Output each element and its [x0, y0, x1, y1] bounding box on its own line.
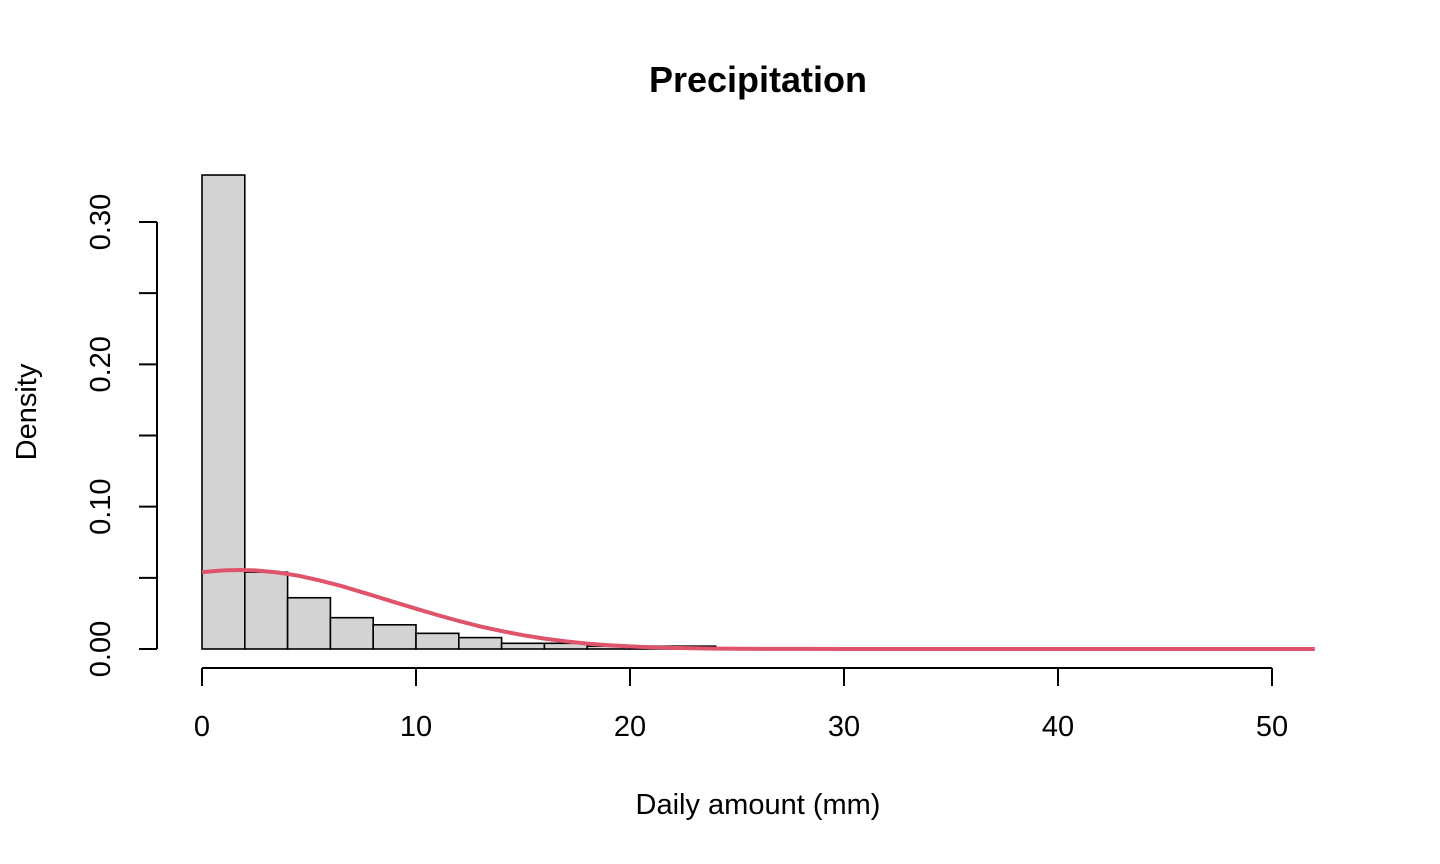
- histogram-bars: [201, 174, 717, 650]
- x-axis: 0 10 20 30 40 50: [194, 667, 1288, 743]
- x-tick-label: 50: [1256, 711, 1288, 743]
- density-curve: [201, 567, 1315, 651]
- x-tick-label: 20: [614, 711, 646, 743]
- histogram-bar: [201, 174, 246, 650]
- x-tick-label: 30: [828, 711, 860, 743]
- histogram-bar: [329, 616, 374, 650]
- x-tick-label: 10: [400, 711, 432, 743]
- histogram-bar: [244, 571, 289, 650]
- x-tick-label: 0: [194, 711, 210, 743]
- y-axis: 0.00 0.10 0.20 0.30: [85, 194, 158, 677]
- y-tick-label: 0.30: [85, 194, 117, 250]
- histogram-bar: [500, 642, 546, 650]
- y-tick-label: 0.20: [85, 336, 117, 392]
- y-tick-label: 0.00: [85, 621, 117, 677]
- y-axis-label: Density: [11, 363, 43, 460]
- histogram-bar: [415, 632, 460, 650]
- histogram-bar: [286, 596, 332, 650]
- x-axis-label: Daily amount (mm): [636, 789, 881, 821]
- chart-title: Precipitation: [649, 59, 867, 100]
- x-tick-label: 40: [1042, 711, 1074, 743]
- histogram-bar: [457, 636, 503, 650]
- y-tick-label: 0.10: [85, 478, 117, 534]
- histogram-bar: [372, 624, 417, 650]
